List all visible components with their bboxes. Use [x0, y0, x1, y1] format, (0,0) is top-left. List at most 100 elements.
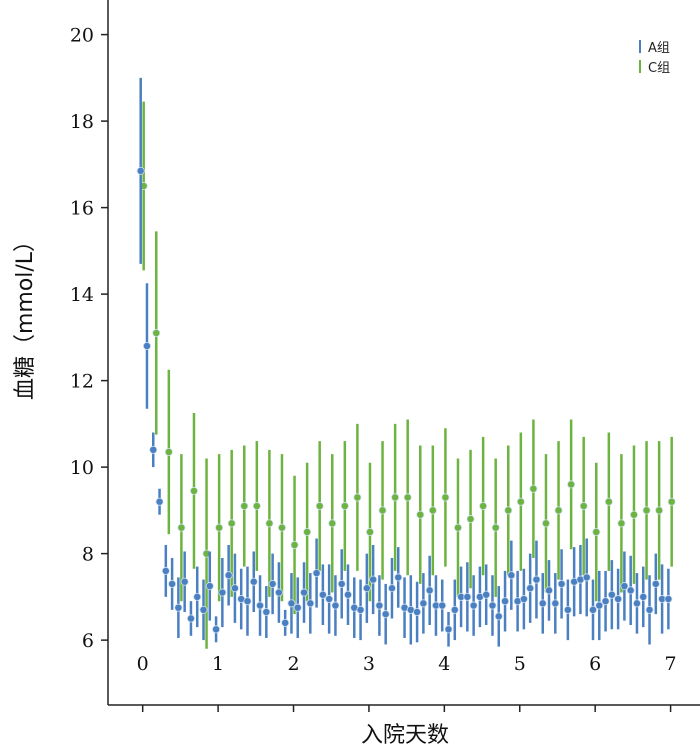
data-point: [651, 579, 660, 588]
data-point: [438, 601, 447, 610]
data-point: [164, 447, 173, 456]
data-point: [356, 605, 365, 614]
data-point: [340, 502, 349, 511]
data-point: [362, 584, 371, 593]
data-point: [328, 519, 337, 528]
data-point: [293, 603, 302, 612]
x-axis-label: 入院天数: [361, 723, 449, 748]
data-point: [387, 584, 396, 593]
data-point: [306, 599, 315, 608]
data-point: [655, 506, 664, 515]
data-point: [516, 497, 525, 506]
data-point: [212, 625, 221, 634]
data-point: [645, 605, 654, 614]
data-point: [601, 597, 610, 606]
data-point: [337, 579, 346, 588]
y-tick-label: 10: [70, 457, 94, 479]
data-point: [453, 523, 462, 532]
data-point: [243, 597, 252, 606]
series-c: [139, 101, 676, 649]
data-point: [268, 579, 277, 588]
x-tick-label: 5: [514, 653, 526, 675]
data-point: [507, 571, 516, 580]
data-point: [365, 527, 374, 536]
data-point: [629, 510, 638, 519]
data-point: [667, 497, 676, 506]
data-point: [142, 342, 151, 351]
data-point: [541, 519, 550, 528]
data-point: [369, 575, 378, 584]
data-point: [174, 603, 183, 612]
data-point: [394, 573, 403, 582]
x-tick-label: 2: [287, 653, 299, 675]
data-point: [479, 502, 488, 511]
data-point: [325, 595, 334, 604]
y-tick-label: 18: [70, 111, 94, 133]
data-point: [274, 588, 283, 597]
data-point: [428, 506, 437, 515]
x-tick-label: 6: [589, 653, 601, 675]
data-point: [277, 523, 286, 532]
data-point: [607, 590, 616, 599]
y-tick-label: 20: [70, 25, 94, 47]
data-point: [315, 502, 324, 511]
data-point: [281, 618, 290, 627]
data-point: [168, 579, 177, 588]
data-point: [413, 608, 422, 617]
data-point: [595, 601, 604, 610]
data-point: [494, 612, 503, 621]
legend-label-c: C组: [648, 61, 670, 76]
data-point: [545, 586, 554, 595]
data-point: [205, 582, 214, 591]
data-point: [604, 497, 613, 506]
data-point: [416, 510, 425, 519]
data-point: [501, 597, 510, 606]
y-tick-label: 16: [70, 198, 94, 220]
data-point: [554, 506, 563, 515]
data-point: [331, 601, 340, 610]
data-point: [491, 523, 500, 532]
x-tick-label: 1: [212, 653, 224, 675]
data-point: [582, 573, 591, 582]
data-point: [617, 519, 626, 528]
data-point: [403, 493, 412, 502]
data-point: [265, 519, 274, 528]
y-tick-label: 8: [82, 544, 94, 566]
data-point: [504, 506, 513, 515]
data-point: [256, 601, 265, 610]
data-point: [161, 566, 170, 575]
data-point: [592, 527, 601, 536]
data-point: [189, 486, 198, 495]
data-point: [642, 506, 651, 515]
data-point: [218, 588, 227, 597]
data-point: [482, 590, 491, 599]
data-point: [532, 575, 541, 584]
data-point: [252, 502, 261, 511]
y-tick-label: 6: [82, 630, 94, 652]
y-axis-label: 血糖（mmol/L）: [13, 230, 38, 400]
plot-marks: [136, 77, 676, 649]
data-point: [450, 605, 459, 614]
data-point: [519, 595, 528, 604]
data-point: [444, 625, 453, 634]
legend-label-a: A组: [648, 41, 670, 56]
x-tick-label: 3: [363, 653, 375, 675]
data-point: [199, 605, 208, 614]
data-point: [193, 592, 202, 601]
data-point: [557, 579, 566, 588]
data-point: [588, 605, 597, 614]
x-tick-label: 0: [137, 653, 149, 675]
data-point: [136, 166, 145, 175]
data-point: [567, 480, 576, 489]
data-point: [224, 571, 233, 580]
x-tick-label: 7: [665, 653, 677, 675]
data-point: [177, 523, 186, 532]
data-point: [529, 484, 538, 493]
data-point: [230, 584, 239, 593]
data-point: [149, 445, 158, 454]
data-point: [262, 608, 271, 617]
data-point: [186, 614, 195, 623]
data-point: [381, 610, 390, 619]
